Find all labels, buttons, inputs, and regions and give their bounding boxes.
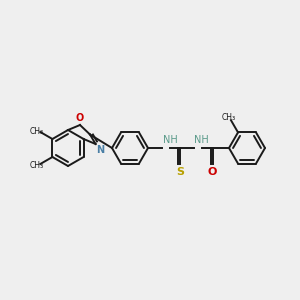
Text: NH: NH: [163, 135, 178, 145]
Text: CH₃: CH₃: [221, 113, 236, 122]
Text: N: N: [97, 145, 105, 155]
Text: NH: NH: [194, 135, 209, 145]
Text: CH₃: CH₃: [30, 127, 44, 136]
Text: O: O: [207, 167, 217, 177]
Text: O: O: [76, 113, 84, 123]
Text: CH₃: CH₃: [30, 160, 44, 169]
Text: S: S: [176, 167, 184, 177]
